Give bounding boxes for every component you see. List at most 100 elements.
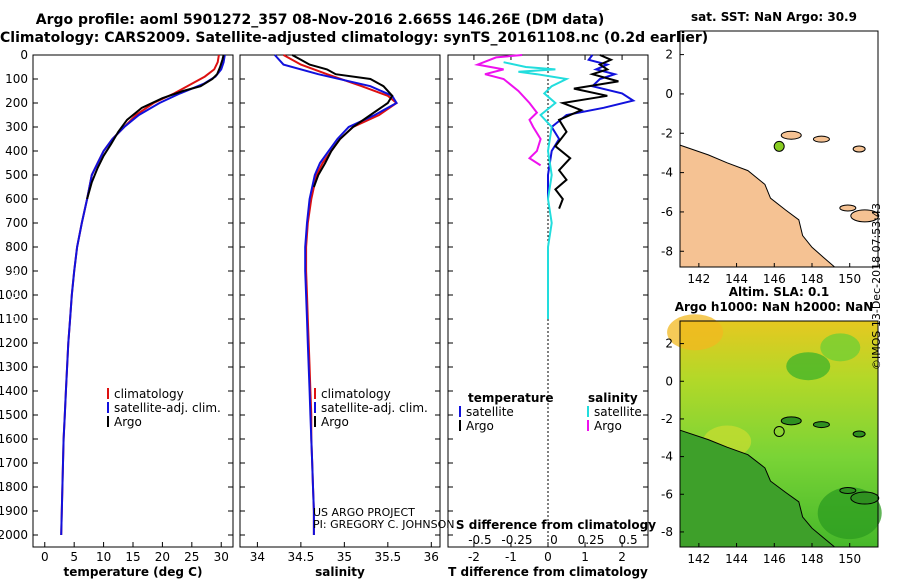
altimetry-map-field-patch: [786, 352, 831, 381]
altimetry-map-field-patch: [820, 333, 861, 362]
altimetry-map-xtick-label: 150: [838, 552, 861, 566]
sst-map-island: [780, 130, 802, 140]
temperature-profile-xtick-label: 25: [184, 550, 199, 564]
temperature-profile-legend-label: Argo: [114, 415, 142, 429]
altimetry-map-island: [780, 416, 802, 426]
ytick-label-1800: 1800: [0, 480, 28, 494]
ytick-label-1500: 1500: [0, 408, 28, 422]
altimetry-map-ytick-label: 0: [665, 374, 673, 388]
altimetry-map-ytick-label: -2: [661, 412, 673, 426]
ytick-label-1000: 1000: [0, 288, 28, 302]
ytick-label-800: 800: [5, 240, 28, 254]
ytick-label-1400: 1400: [0, 384, 28, 398]
difference-profile-top-tick-label: -0.5: [468, 533, 491, 547]
altimetry-map-xtick-label: 148: [801, 552, 824, 566]
altimetry-map-xtick-label: 146: [763, 552, 786, 566]
difference-profile-series-t-argo: [554, 54, 619, 209]
sst-map-ytick-label: 0: [665, 87, 673, 101]
difference-profile-top-tick-label: 0.25: [578, 533, 605, 547]
temperature-profile-xtick-label: 30: [214, 550, 229, 564]
difference-profile-top-tick-label: 0.5: [619, 533, 638, 547]
difference-profile-legend-label: satellite: [594, 405, 642, 419]
sst-map-xtick-label: 150: [838, 272, 861, 286]
ytick-label-1300: 1300: [0, 360, 28, 374]
temperature-profile-series-satellite-adj-clim-: [60, 54, 226, 536]
ytick-label-200: 200: [5, 96, 28, 110]
project-annotation: US ARGO PROJECT: [313, 506, 415, 519]
temperature-profile-xtick-label: 20: [155, 550, 170, 564]
difference-profile-series-s-satellite: [503, 61, 570, 319]
altimetry-map-island: [852, 430, 866, 438]
ytick-label-1700: 1700: [0, 456, 28, 470]
altimetry-map-title: Argo h1000: NaN h2000: NaN: [675, 300, 874, 314]
temperature-profile-series-argo: [86, 54, 225, 200]
difference-profile-xtick-label: 2: [618, 550, 626, 564]
difference-profile-legend-header-left: temperature: [468, 391, 553, 405]
altimetry-map-ytick-label: -6: [661, 487, 673, 501]
ytick-label-0: 0: [20, 48, 28, 62]
sst-map-ytick-label: 2: [665, 48, 673, 62]
sst-map-ytick-label: -8: [661, 244, 673, 258]
altimetry-map-island: [812, 421, 830, 429]
salinity-profile-xtick-label: 35.5: [374, 550, 401, 564]
ytick-label-1900: 1900: [0, 504, 28, 518]
difference-profile-xlabel: T difference from climatology: [448, 565, 648, 579]
salinity-profile-frame: [239, 54, 441, 548]
salinity-profile-legend-label: climatology: [321, 387, 391, 401]
pi-annotation: PI: GREGORY C. JOHNSON: [313, 518, 454, 531]
difference-profile-legend-label: Argo: [466, 419, 494, 433]
sst-map-island: [852, 145, 866, 153]
difference-profile-legend-header-right: salinity: [588, 391, 638, 405]
temperature-profile-xtick-label: 0: [41, 550, 49, 564]
difference-profile-xtick-label: -2: [468, 550, 480, 564]
altimetry-map-xtick-label: 142: [687, 552, 710, 566]
temperature-profile-xtick-label: 10: [96, 550, 111, 564]
sst-map-frame: [679, 30, 879, 268]
salinity-profile-legend-label: satellite-adj. clim.: [321, 401, 428, 415]
temperature-profile-xtick-label: 5: [70, 550, 78, 564]
ytick-label-1100: 1100: [0, 312, 28, 326]
ytick-label-900: 900: [5, 264, 28, 278]
sst-map-xtick-label: 142: [687, 272, 710, 286]
ytick-label-1600: 1600: [0, 432, 28, 446]
temperature-profile-xtick-label: 15: [125, 550, 140, 564]
imos-timestamp: ©IMOS 13-Dec-2018 07:53:43: [870, 203, 883, 370]
altimetry-map-island: [839, 487, 857, 494]
difference-profile-legend-label: Argo: [594, 419, 622, 433]
sst-map-xtick-label: 148: [801, 272, 824, 286]
altimetry-map-xtick-label: 144: [725, 552, 748, 566]
sst-map-island: [839, 204, 857, 212]
temperature-profile-xlabel: temperature (deg C): [64, 565, 203, 579]
difference-profile-series-t-satellite: [547, 54, 636, 199]
temperature-profile-series-climatology: [60, 54, 220, 536]
ytick-label-600: 600: [5, 192, 28, 206]
difference-profile-top-tick-label: 0: [550, 533, 558, 547]
ytick-label-100: 100: [5, 72, 28, 86]
depth-ylabel: depth (dbar): [7, 262, 21, 338]
altimetry-map-ytick-label: 2: [665, 337, 673, 351]
sst-map-ytick-label: -2: [661, 126, 673, 140]
difference-profile-xtick-label: 0: [544, 550, 552, 564]
altimetry-map-title-top: Altim. SLA: 0.1: [729, 285, 830, 299]
altimetry-map-ytick-label: -4: [661, 450, 673, 464]
altimetry-map-frame: [679, 320, 879, 548]
ytick-label-500: 500: [5, 168, 28, 182]
sst-map-xtick-label: 146: [763, 272, 786, 286]
salinity-profile-series-climatology: [283, 54, 399, 535]
ytick-label-2000: 2000: [0, 528, 28, 542]
difference-profile-top-tick-label: -0.25: [501, 533, 532, 547]
altimetry-map-land: [679, 429, 836, 548]
chart-title-line2: Climatology: CARS2009. Satellite-adjuste…: [0, 30, 709, 46]
sst-map-group: 142 144 146 148 150 2 0 -2 -4 -6 -8 sat. SST: NaN A…: [661, 10, 880, 286]
sst-map-island: [812, 135, 830, 143]
difference-profile-series-s-argo: [473, 54, 542, 167]
salinity-profile-xtick-label: 34.5: [288, 550, 315, 564]
sst-map-island: [850, 209, 880, 223]
altimetry-map-ytick-label: -8: [661, 525, 673, 539]
temperature-profile-legend-label: satellite-adj. clim.: [114, 401, 221, 415]
salinity-profile-series-argo: [291, 54, 394, 188]
sst-map-ytick-label: -4: [661, 166, 673, 180]
temperature-profile-legend-label: climatology: [114, 387, 184, 401]
salinity-profile-xtick-label: 35: [337, 550, 352, 564]
sst-map-title: sat. SST: NaN Argo: 30.9: [691, 10, 857, 24]
